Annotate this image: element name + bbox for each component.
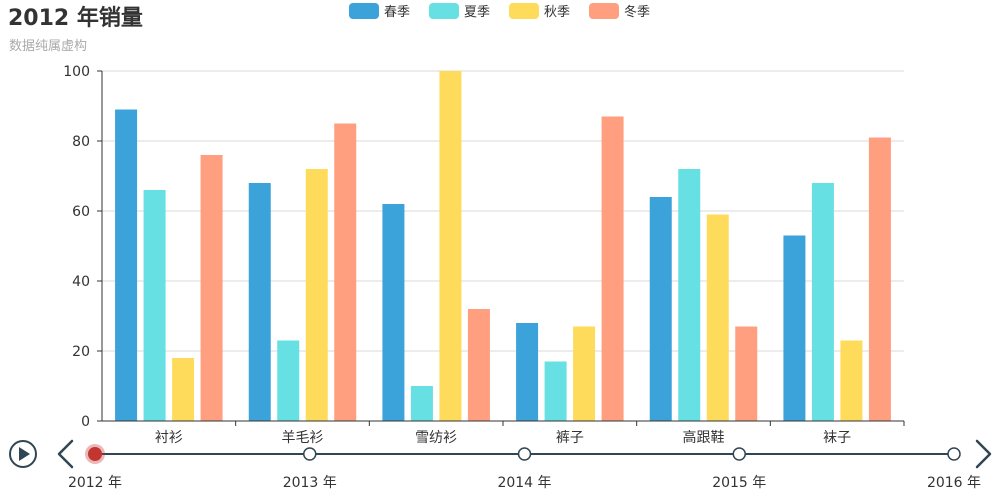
chart-title: 2012 年销量	[8, 6, 143, 31]
legend-label: 冬季	[624, 4, 650, 20]
bar[interactable]	[544, 361, 567, 422]
y-tick-label: 100	[63, 64, 90, 80]
bar[interactable]	[248, 183, 271, 421]
play-circle	[9, 440, 37, 468]
grid-lines	[102, 70, 904, 352]
timeline-point[interactable]	[947, 447, 961, 461]
y-tick-label: 80	[72, 134, 90, 150]
bar[interactable]	[868, 137, 891, 422]
y-tick-label: 20	[72, 344, 90, 360]
bar[interactable]	[143, 190, 166, 421]
bar[interactable]	[439, 71, 462, 421]
y-tick-label: 40	[72, 274, 90, 290]
play-icon	[19, 447, 30, 461]
play-button[interactable]	[9, 440, 37, 468]
bar[interactable]	[706, 214, 729, 422]
x-tick-label: 袜子	[823, 430, 851, 446]
legend-label: 夏季	[464, 5, 490, 20]
legend-swatch	[429, 3, 459, 19]
axes: 0 20 40 60 80 100 衬衫 羊毛衫 雪纺衫 裤子 高跟鞋 袜子	[63, 64, 905, 446]
legend-item[interactable]: 冬季	[589, 3, 650, 20]
bar[interactable]	[115, 109, 138, 422]
x-tick-label: 羊毛衫	[282, 430, 324, 446]
legend-swatch	[509, 3, 539, 19]
x-tick-label: 衬衫	[155, 430, 183, 446]
legend: 春季 夏季 秋季 冬季	[349, 3, 650, 20]
bar[interactable]	[382, 204, 405, 421]
bars	[115, 71, 891, 421]
timeline-point[interactable]	[303, 447, 317, 461]
x-tick-label: 高跟鞋	[683, 429, 725, 446]
timeline-point-active[interactable]	[88, 447, 102, 461]
chevron-left-icon[interactable]	[57, 439, 74, 469]
bar[interactable]	[573, 326, 596, 422]
bar[interactable]	[601, 116, 624, 422]
bar[interactable]	[678, 169, 701, 421]
timeline-point[interactable]	[732, 447, 746, 461]
legend-label: 秋季	[544, 5, 570, 20]
timeline-label[interactable]: 2014 年	[497, 475, 551, 491]
timeline: 2012 年 2013 年 2014 年 2015 年 2016 年	[9, 439, 992, 491]
chart-subtitle: 数据纯属虚构	[9, 39, 88, 54]
bar[interactable]	[277, 340, 300, 422]
bar[interactable]	[783, 235, 806, 422]
bar[interactable]	[467, 309, 490, 421]
bar[interactable]	[410, 386, 433, 421]
bar[interactable]	[811, 183, 834, 421]
bar[interactable]	[172, 358, 195, 421]
timeline-label[interactable]: 2016 年	[927, 475, 981, 491]
bar[interactable]	[840, 340, 863, 422]
bar[interactable]	[649, 197, 672, 421]
legend-item[interactable]: 秋季	[509, 3, 570, 20]
bar[interactable]	[735, 326, 758, 422]
y-tick-label: 0	[81, 414, 90, 430]
bar[interactable]	[200, 155, 223, 421]
legend-item[interactable]: 春季	[349, 3, 410, 20]
legend-swatch	[589, 3, 619, 19]
legend-label: 春季	[384, 5, 410, 20]
x-tick-label: 裤子	[556, 430, 584, 446]
legend-item[interactable]: 夏季	[429, 3, 490, 20]
y-tick-label: 60	[72, 204, 90, 220]
bar[interactable]	[516, 323, 539, 421]
timeline-label[interactable]: 2015 年	[712, 475, 766, 491]
bar[interactable]	[305, 169, 328, 421]
timeline-label[interactable]: 2013 年	[283, 475, 337, 491]
bar[interactable]	[334, 123, 357, 422]
legend-swatch	[349, 3, 379, 19]
timeline-point[interactable]	[517, 447, 532, 461]
chevron-right-icon[interactable]	[975, 439, 992, 469]
timeline-label[interactable]: 2012 年	[68, 475, 122, 491]
x-tick-label: 雪纺衫	[415, 430, 457, 446]
